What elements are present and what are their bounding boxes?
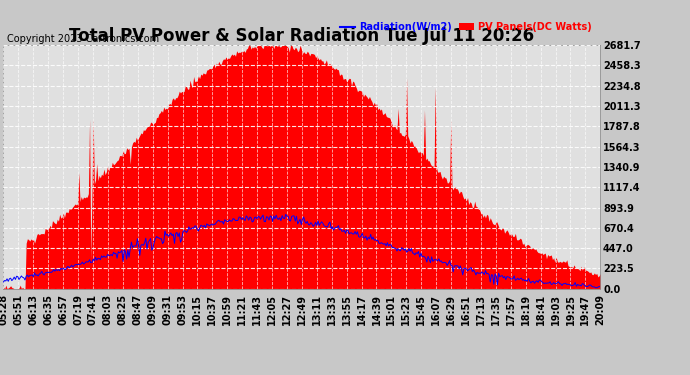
Title: Total PV Power & Solar Radiation Tue Jul 11 20:26: Total PV Power & Solar Radiation Tue Jul…: [69, 27, 535, 45]
Legend: Radiation(W/m2), PV Panels(DC Watts): Radiation(W/m2), PV Panels(DC Watts): [337, 18, 595, 36]
Text: Copyright 2023 Cartronics.com: Copyright 2023 Cartronics.com: [7, 34, 159, 44]
